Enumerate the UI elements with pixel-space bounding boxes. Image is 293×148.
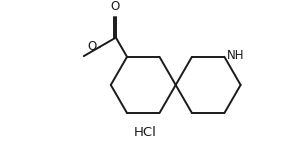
Text: O: O	[110, 0, 120, 13]
Text: HCl: HCl	[134, 126, 156, 139]
Text: NH: NH	[227, 49, 245, 62]
Text: O: O	[88, 40, 97, 53]
